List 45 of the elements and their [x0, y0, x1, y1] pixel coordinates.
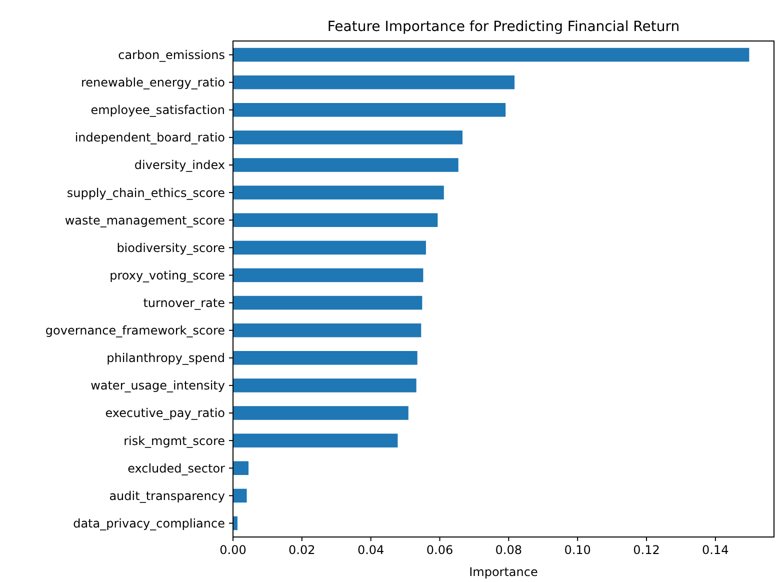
x-tick-label: 0.00	[220, 543, 246, 557]
y-tick-label: carbon_emissions	[118, 48, 225, 62]
y-tick-label: independent_board_ratio	[74, 130, 225, 145]
bar	[233, 75, 515, 90]
y-tick-label: executive_pay_ratio	[105, 406, 225, 420]
bar	[233, 130, 462, 144]
x-tick-label: 0.14	[702, 543, 729, 557]
y-tick-label: risk_mgmt_score	[124, 434, 225, 448]
y-tick-label: employee_satisfaction	[90, 103, 225, 118]
bar	[233, 434, 398, 448]
x-tick-label: 0.10	[564, 543, 591, 557]
x-tick-label: 0.04	[357, 543, 384, 557]
y-tick-label: audit_transparency	[109, 488, 225, 503]
bar	[233, 268, 424, 282]
y-tick-label: diversity_index	[134, 158, 225, 172]
y-tick-label: excluded_sector	[128, 461, 226, 476]
y-tick-label: turnover_rate	[143, 296, 225, 310]
y-tick-label: data_privacy_compliance	[73, 516, 225, 530]
y-tick-label: proxy_voting_score	[110, 268, 225, 282]
y-tick-label: water_usage_intensity	[90, 378, 225, 393]
bar	[233, 351, 418, 365]
bar	[233, 461, 249, 475]
bar	[233, 323, 422, 338]
x-tick-label: 0.08	[495, 543, 522, 557]
bar	[233, 296, 422, 310]
y-tick-label: biodiversity_score	[116, 240, 225, 255]
bar	[233, 213, 438, 227]
x-tick-label: 0.12	[633, 543, 660, 557]
bar	[233, 48, 750, 62]
x-tick-label: 0.02	[288, 543, 316, 557]
bar	[233, 186, 444, 200]
bar	[233, 378, 416, 392]
bar	[233, 240, 426, 255]
y-tick-label: supply_chain_ethics_score	[66, 186, 225, 200]
y-tick-label: waste_management_score	[64, 213, 225, 228]
bar	[233, 488, 247, 503]
y-tick-label: governance_framework_score	[45, 324, 225, 338]
bar	[233, 103, 506, 117]
x-tick-label: 0.06	[426, 543, 454, 557]
chart-title: Feature Importance for Predicting Financial Return	[327, 19, 680, 35]
bar	[233, 406, 408, 420]
y-tick-label: philanthropy_spend	[106, 351, 225, 366]
bar	[233, 158, 458, 172]
x-axis-title: Importance	[469, 565, 538, 579]
y-tick-label: renewable_energy_ratio	[80, 76, 225, 90]
